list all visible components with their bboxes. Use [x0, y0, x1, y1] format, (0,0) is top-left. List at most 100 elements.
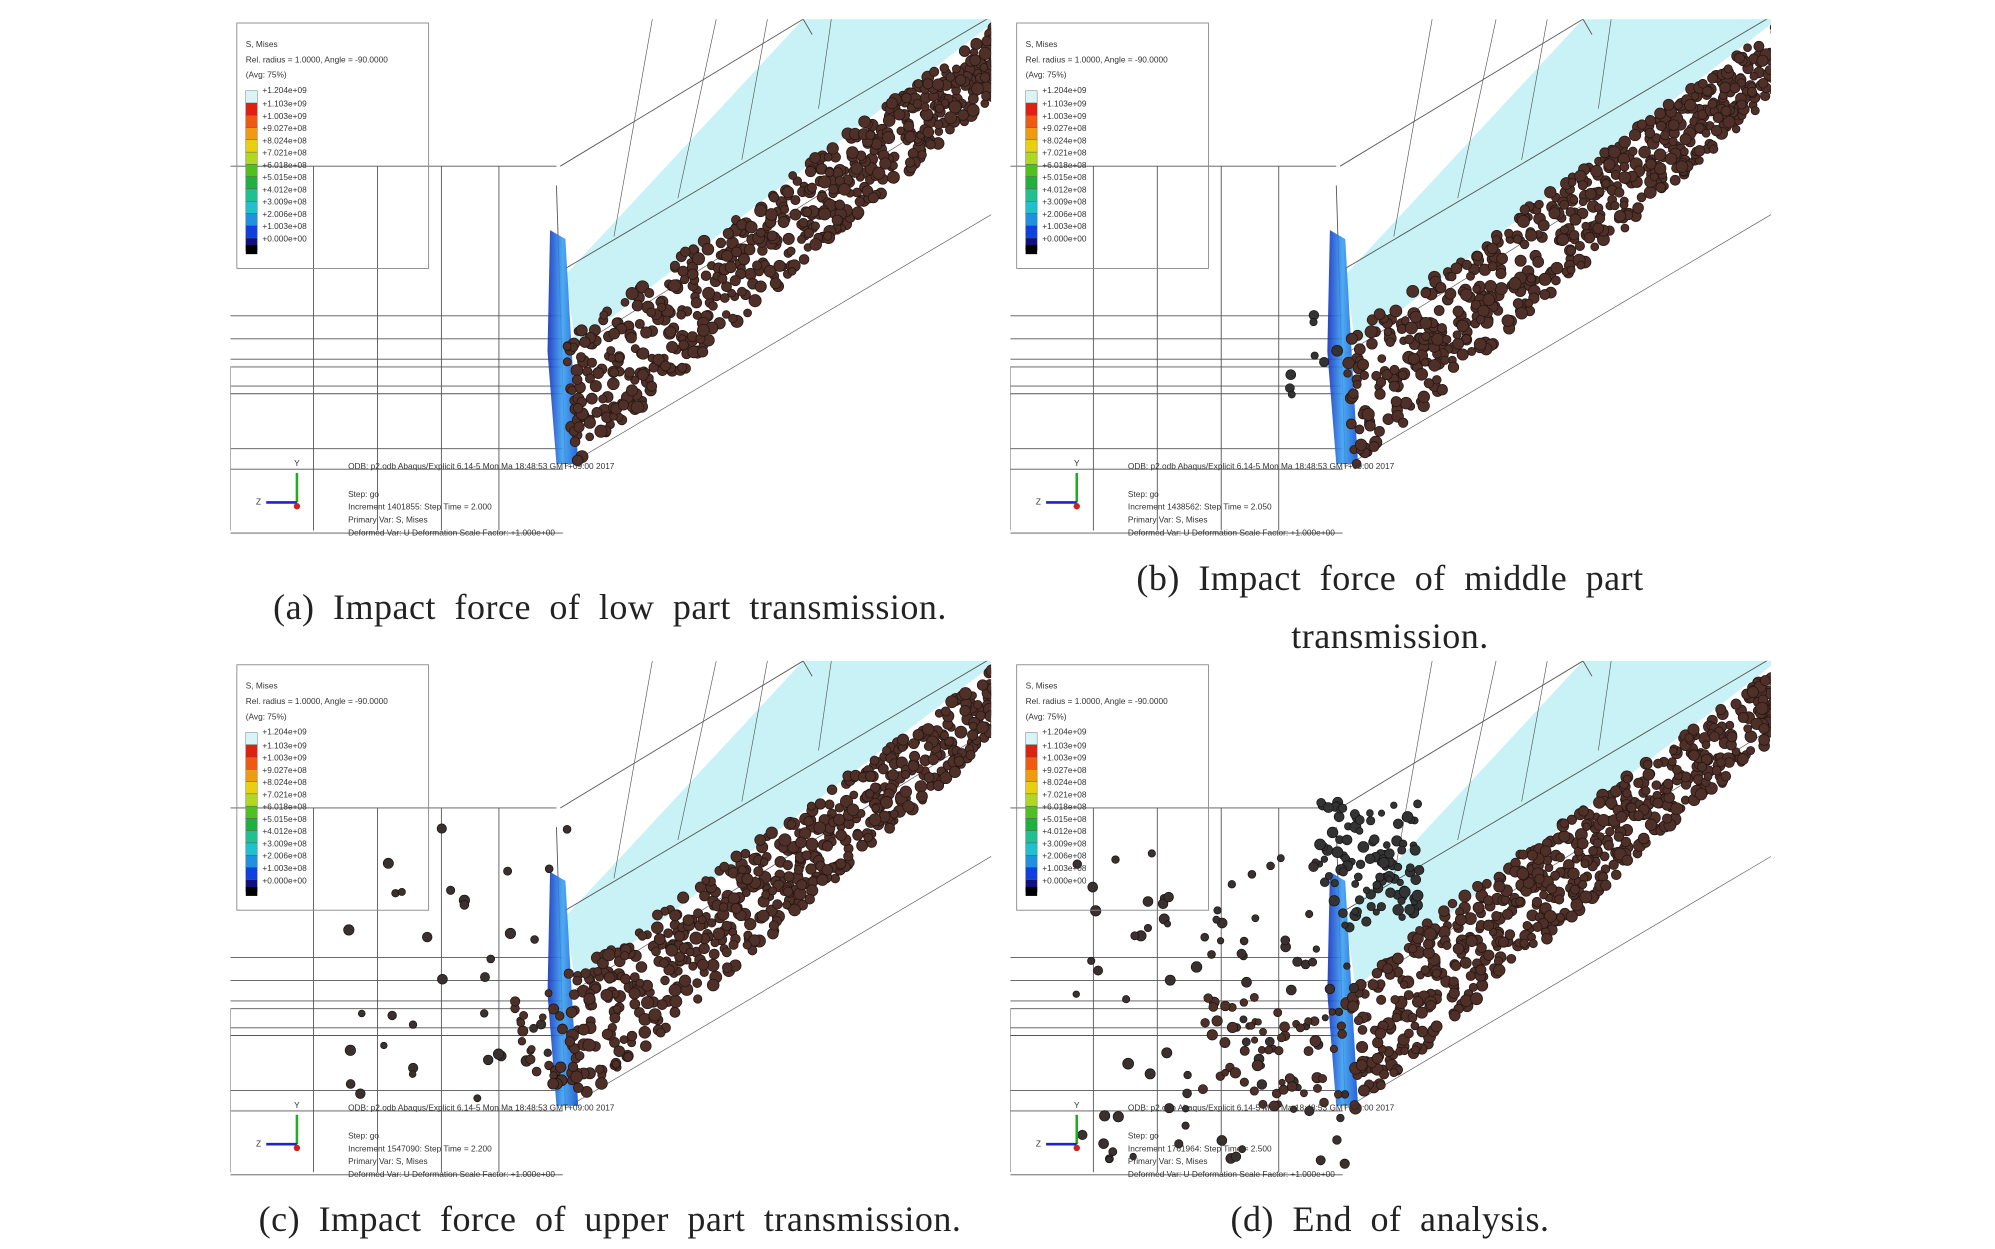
wire [613, 19, 653, 237]
particle [1642, 768, 1655, 781]
particle [1265, 1036, 1275, 1047]
particle [1005, 716, 1017, 728]
legend-subtitle: Rel. radius = 1.0000, Angle = -90.0000 [1026, 696, 1168, 706]
particle [1775, 40, 1784, 49]
particle [1203, 993, 1213, 1003]
particle [624, 367, 635, 378]
particle [1654, 162, 1667, 175]
info-primary: Primary Var: S, Mises [348, 1156, 428, 1166]
legend-value: +9.027e+08 [1042, 123, 1087, 133]
legend-value: +1.103e+09 [262, 740, 307, 750]
particle [1239, 1045, 1250, 1056]
particle [1774, 61, 1785, 72]
particle [1701, 128, 1711, 138]
particle [1122, 1057, 1134, 1070]
particle [1719, 81, 1732, 94]
particle [1456, 348, 1469, 361]
particle [629, 972, 640, 982]
particle [1087, 956, 1096, 965]
particle [1519, 239, 1530, 250]
particle [1001, 661, 1011, 671]
particle [766, 230, 778, 242]
particle [1396, 878, 1404, 887]
particle [809, 152, 821, 164]
particle [1653, 148, 1667, 161]
legend-value: +7.021e+08 [262, 789, 307, 799]
particle [1482, 919, 1495, 931]
particle [759, 857, 769, 867]
particle [778, 833, 792, 847]
axis-x [293, 1144, 301, 1152]
particle [1772, 66, 1783, 77]
wire [565, 19, 988, 269]
particle [688, 961, 698, 971]
particle [1004, 689, 1016, 701]
particle [678, 339, 689, 351]
legend-swatch [245, 855, 258, 868]
legend-swatch [245, 139, 258, 153]
particle [904, 157, 916, 168]
legend-swatch [245, 188, 258, 202]
particle [1366, 809, 1374, 817]
particle [914, 780, 928, 793]
particle [998, 701, 1009, 712]
particle [1249, 1086, 1259, 1096]
particle [567, 385, 577, 395]
particle [708, 948, 720, 960]
particle [772, 899, 783, 910]
particle [1420, 287, 1432, 299]
particle [572, 975, 583, 986]
particle [1308, 861, 1319, 872]
particle [1018, 648, 1026, 656]
particle [1216, 1135, 1228, 1146]
particle [679, 274, 690, 285]
particle [1452, 330, 1462, 340]
particle [786, 819, 797, 830]
particle [1280, 935, 1291, 946]
particle [1652, 797, 1664, 809]
particle [1239, 1015, 1248, 1024]
caption: (a) Impact force of low part transmissio… [273, 587, 947, 627]
legend-value: +1.204e+09 [1042, 85, 1087, 95]
legend-swatch [1025, 781, 1038, 795]
particle [1098, 1138, 1109, 1149]
info-increment: Increment 1547090: Step Time = 2.200 [348, 1143, 492, 1153]
particle [882, 131, 896, 145]
particle [957, 109, 969, 121]
particle [944, 111, 958, 125]
particle [1656, 120, 1667, 132]
particle [777, 216, 790, 228]
particle [1506, 953, 1517, 964]
particle [557, 1023, 568, 1035]
particle [1777, 24, 1786, 33]
particle [1641, 786, 1651, 796]
particle [1508, 277, 1522, 291]
legend-value: +5.015e+08 [262, 814, 307, 824]
particle [614, 352, 625, 363]
particle [1791, 26, 1803, 38]
particle [1087, 881, 1099, 893]
particle [1709, 731, 1720, 742]
particle [1143, 923, 1152, 933]
particle [1268, 1100, 1280, 1112]
particle [1620, 223, 1630, 233]
particle [638, 1026, 652, 1039]
particle [504, 927, 516, 940]
legend-value: +6.018e+08 [1042, 160, 1087, 170]
particle [718, 902, 729, 912]
particle [769, 277, 782, 290]
particle [1668, 136, 1678, 146]
axis-x [293, 503, 301, 510]
particle [867, 192, 879, 204]
particle [1790, 713, 1800, 723]
particle [1636, 119, 1648, 130]
legend-value: +4.012e+08 [1042, 184, 1087, 194]
particle [607, 377, 620, 391]
particle [1411, 996, 1424, 1008]
particle [1389, 364, 1400, 375]
info-step: Step: go [348, 1131, 379, 1141]
particle [1788, 47, 1800, 59]
particle [798, 217, 809, 228]
particle [1343, 369, 1352, 378]
particle [1776, 686, 1788, 698]
